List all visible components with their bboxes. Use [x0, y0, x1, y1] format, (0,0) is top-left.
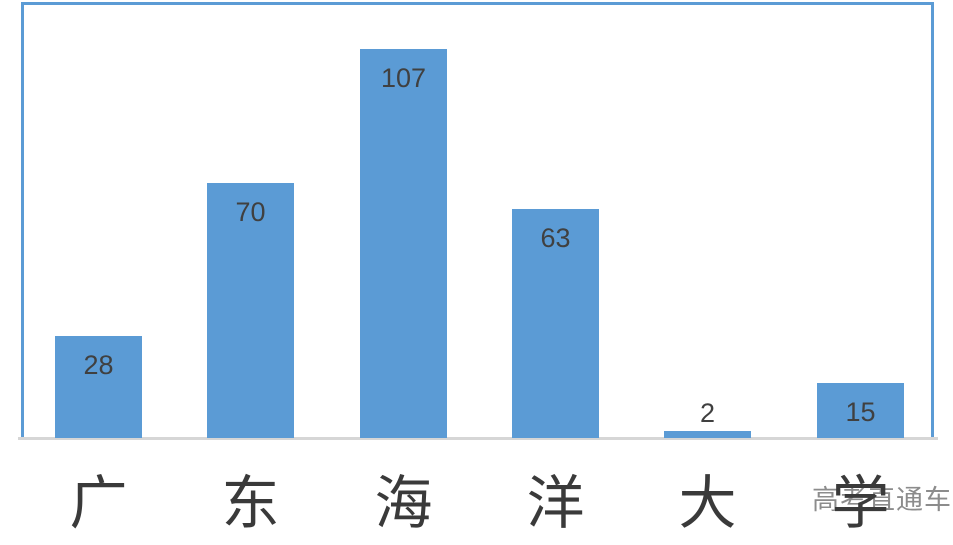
bar-value-label: 15: [845, 397, 876, 427]
category-label: 洋: [526, 471, 585, 536]
plot-area: [21, 2, 934, 438]
bar: [817, 383, 904, 438]
bar-value-label: 2: [699, 398, 716, 428]
bar: [207, 183, 294, 438]
bar-value-label: 63: [540, 223, 571, 253]
bar: [360, 49, 447, 438]
category-label: 大: [678, 471, 737, 536]
bar: [664, 431, 751, 438]
x-axis-line: [18, 437, 938, 440]
bar-value-label: 70: [235, 197, 266, 227]
category-label: 广: [69, 471, 128, 536]
category-label: 学: [831, 471, 890, 536]
watermark: 高考直通车: [812, 485, 952, 515]
bar: [512, 209, 599, 438]
bar-value-label: 28: [83, 350, 114, 380]
category-label: 东: [221, 471, 280, 536]
bar: [55, 336, 142, 438]
category-label: 海: [374, 471, 433, 536]
bar-value-label: 107: [380, 63, 427, 93]
